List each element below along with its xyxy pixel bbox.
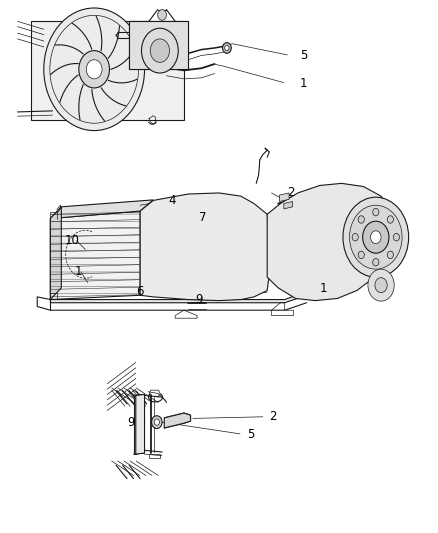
Text: 4: 4 [169,195,176,207]
Polygon shape [279,193,289,201]
Circle shape [368,269,394,301]
Polygon shape [140,193,272,301]
Polygon shape [134,395,136,454]
Circle shape [79,51,110,88]
Text: 10: 10 [64,235,79,247]
Polygon shape [284,201,293,209]
Circle shape [393,233,399,241]
Circle shape [387,251,393,259]
Text: 9: 9 [127,416,134,429]
Circle shape [86,60,102,79]
Text: 5: 5 [247,428,255,441]
Text: 9: 9 [195,293,202,306]
Polygon shape [129,21,188,69]
Circle shape [223,43,231,53]
Circle shape [363,221,389,253]
Circle shape [44,8,145,131]
Polygon shape [50,211,140,300]
Text: 6: 6 [136,285,143,298]
Circle shape [141,28,178,73]
Polygon shape [31,21,184,120]
Circle shape [371,231,381,244]
Polygon shape [164,413,191,428]
Polygon shape [50,200,153,219]
Text: 7: 7 [199,211,207,224]
Polygon shape [50,207,61,300]
Circle shape [373,259,379,266]
Circle shape [154,419,159,425]
Circle shape [358,216,364,223]
Circle shape [152,416,162,429]
Circle shape [358,251,364,259]
Text: 1: 1 [320,282,327,295]
Circle shape [350,205,402,269]
Circle shape [158,10,166,20]
Text: 2: 2 [269,410,277,423]
Circle shape [150,39,170,62]
Polygon shape [267,183,396,301]
Text: 1: 1 [74,265,82,278]
Text: 1: 1 [300,77,307,90]
Circle shape [375,278,387,293]
Text: 5: 5 [300,50,307,62]
Circle shape [343,197,409,277]
Circle shape [373,208,379,216]
Text: 2: 2 [287,187,294,199]
Circle shape [387,216,393,223]
Polygon shape [50,292,307,303]
Polygon shape [136,394,145,454]
Circle shape [352,233,358,241]
Circle shape [225,45,229,51]
